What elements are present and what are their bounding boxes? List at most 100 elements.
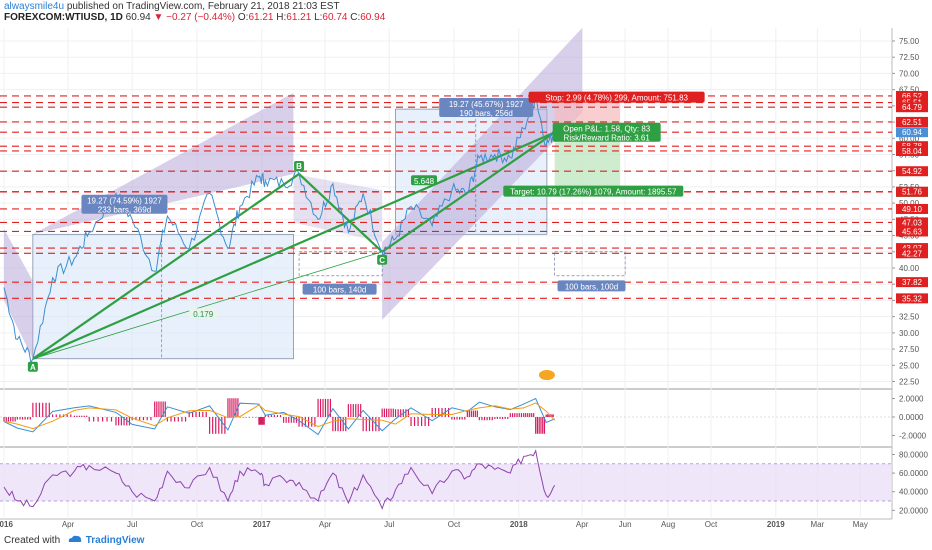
x-tick-label: Apr [62,520,75,529]
macd-tick-label: 0.0000 [899,413,924,422]
tradingview-brand[interactable]: TradingView [85,535,145,546]
open-value: 61.21 [248,12,274,23]
range3-label-bg [439,98,534,118]
bars-label: 100 bars, 100d [565,282,618,291]
range3-label: 190 bars, 256d [460,109,513,118]
y-tick-label: 22.50 [899,378,920,387]
rsi-tick-label: 60.0000 [899,469,928,478]
pivot-label: C [379,256,385,265]
pivot-marker [294,160,305,171]
y-tick-label: 75.00 [899,37,920,46]
down-arrow-icon: ▼ [153,12,164,23]
price-badge-label: 47.03 [902,218,923,227]
x-tick-label: Mar [810,520,824,529]
x-tick-label: 2019 [767,520,785,529]
macd-tick-label: 2.0000 [899,395,924,404]
open-pl-label-bg [552,122,661,142]
last-price: 60.94 [125,12,151,23]
macd-line [3,397,555,436]
y-tick-label: 70.00 [899,69,920,78]
range1-label: 233 bars, 369d [98,206,151,215]
author-link[interactable]: alwaysmile4u [4,1,65,12]
tradingview-logo-icon [538,370,555,381]
ratio-label-bg [189,308,218,319]
created-with-text: Created with [4,535,61,546]
symbol-line: FOREXCOM:WTIUSD, 1D 60.94 ▼ −0.27 (−0.44… [4,12,385,23]
chart-header: alwaysmile4u published on TradingView.co… [4,1,385,23]
x-tick-label: May [853,520,868,529]
rsi-line [3,449,556,510]
price-badge [896,203,928,214]
open-pl-label: Risk/Reward Ratio: 3.61 [564,134,651,143]
x-tick-label: Jun [619,520,632,529]
y-tick-label: 72.50 [899,53,920,62]
y-tick-label: 25.00 [899,361,920,370]
y-tick-label: 30.00 [899,329,920,338]
y-tick-label: 60.00 [899,134,920,143]
price-badge [896,217,928,228]
price-badge-label: 66.52 [902,92,923,101]
rsi-tick-label: 80.0000 [899,450,928,459]
x-tick-label: 2016 [0,520,13,529]
x-tick-label: Oct [705,520,718,529]
price-badge [896,127,928,138]
y-tick-label: 67.50 [899,86,920,95]
bars-label-bg [302,283,377,295]
target-zone [554,131,621,192]
x-tick-label: Oct [448,520,461,529]
published-text: published on TradingView.com, February 2… [66,1,340,12]
high-label: H: [276,12,287,23]
price-badge [896,243,928,254]
bars-label-bg [557,280,626,292]
x-tick-label: 2017 [253,520,271,529]
rsi-tick-label: 20.0000 [899,506,928,515]
pivot-marker [377,254,388,265]
pivot-marker [27,361,38,372]
footer: Created with TradingView [4,534,144,546]
price-badge-label: 45.63 [902,227,923,236]
channel-shape [293,173,383,243]
price-badge [896,166,928,177]
trend-line [32,131,556,360]
fib-line [32,251,383,360]
open-pl-label: Open P&L: 1.58, Qty: 83 [563,125,651,134]
channel-shape [4,229,33,359]
price-badge [896,226,928,237]
price-badge-label: 58.04 [902,147,923,156]
x-tick-label: Oct [191,520,204,529]
target-label: Target: 10.79 (17.26%) 1079, Amount: 189… [510,188,677,197]
price-badge-label: 62.51 [902,118,923,127]
bars-label: 100 bars, 140d [313,286,366,295]
price-badge-label: 54.92 [902,167,923,176]
y-tick-label: 27.50 [899,345,920,354]
price-badge [896,186,928,197]
pivot-label: B [296,162,302,171]
range2-label-bg [411,175,438,186]
x-tick-label: Aug [661,520,675,529]
rsi-tick-label: 40.0000 [899,488,928,497]
price-badge-label: 49.10 [902,205,923,214]
low-value: 60.74 [322,12,348,23]
price-badge [896,277,928,288]
range3-label: 19.27 (45.67%) 1927 [449,100,524,109]
low-label: L: [314,12,323,23]
range2-label: 5.648 [414,177,435,186]
macd-tick-label: -2.0000 [899,431,927,440]
price-badge [896,116,928,127]
x-tick-label: Jul [127,520,137,529]
x-tick-label: Apr [576,520,589,529]
open-label: O: [237,12,249,23]
target-label-bg [503,185,684,197]
symbol-name[interactable]: FOREXCOM:WTIUSD, 1D [4,12,123,23]
x-tick-label: Jul [384,520,394,529]
y-tick-label: 40.00 [899,264,920,273]
tradingview-cloud-icon [68,535,82,542]
price-badge-label: 60.94 [902,128,923,137]
rsi-band [0,463,892,502]
price-badge-label: 42.27 [902,249,923,258]
price-badge [896,248,928,259]
y-tick-label: 32.50 [899,313,920,322]
price-badge [896,293,928,304]
range1-label-bg [81,194,168,214]
